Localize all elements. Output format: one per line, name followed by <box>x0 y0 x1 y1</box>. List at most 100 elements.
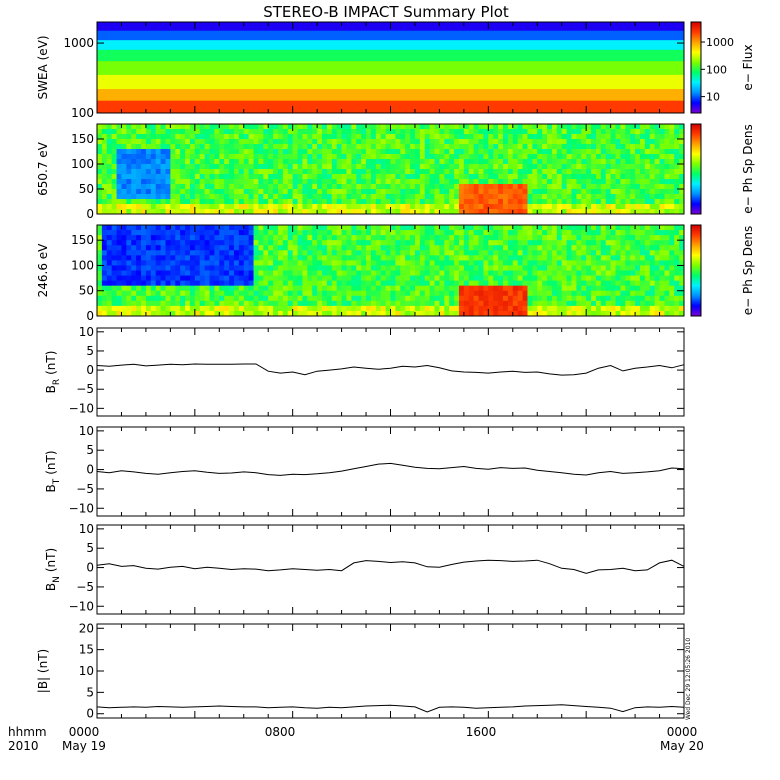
heatmap-cell <box>571 230 577 236</box>
heatmap-cell <box>341 255 347 261</box>
heatmap-cell <box>341 144 347 150</box>
heatmap-cell <box>679 124 685 130</box>
heatmap-cell <box>380 235 387 241</box>
heatmap-cell <box>385 189 391 195</box>
heatmap-cell <box>370 159 377 165</box>
heatmap-cell <box>287 184 294 190</box>
heatmap-cell <box>620 310 626 317</box>
heatmap-cell <box>507 300 514 307</box>
heatmap-cell <box>351 174 357 180</box>
heatmap-cell <box>322 235 328 241</box>
heatmap-cell <box>444 285 450 292</box>
heatmap-cell <box>654 179 660 185</box>
heatmap-cell <box>287 169 294 175</box>
heatmap-cell <box>551 290 558 297</box>
heatmap-cell <box>605 124 612 130</box>
heatmap-cell <box>439 240 445 246</box>
colorbar-label: e− Ph Sp Dens <box>741 226 755 315</box>
heatmap-cell <box>141 265 147 271</box>
heatmap-cell <box>160 159 166 165</box>
heatmap-cell <box>566 149 572 155</box>
heatmap-cell <box>591 159 597 165</box>
heatmap-cell <box>253 149 259 155</box>
heatmap-cell <box>571 285 577 292</box>
heatmap-cell <box>150 235 157 241</box>
heatmap-cell <box>292 169 298 175</box>
heatmap-cell <box>268 275 274 282</box>
heatmap-cell <box>326 129 333 135</box>
heatmap-cell <box>424 184 431 190</box>
heatmap-cell <box>204 144 210 150</box>
heatmap-cell <box>483 240 489 246</box>
heatmap-cell <box>170 230 176 236</box>
heatmap-cell <box>625 204 631 210</box>
heatmap-cell <box>463 184 470 190</box>
heatmap-cell <box>273 204 279 210</box>
heatmap-cell <box>679 285 685 292</box>
heatmap-cell <box>620 295 626 302</box>
heatmap-cell <box>312 164 318 170</box>
heatmap-cell <box>189 189 196 195</box>
heatmap-cell <box>635 179 641 185</box>
heatmap-cell <box>674 129 680 135</box>
heatmap-cell <box>635 184 641 190</box>
heatmap-cell <box>224 129 230 135</box>
y-tick-label: 10 <box>79 325 94 339</box>
heatmap-cell <box>454 270 460 276</box>
heatmap-cell <box>434 295 440 302</box>
heatmap-cell <box>160 174 166 180</box>
heatmap-cell <box>400 164 406 170</box>
heatmap-cell <box>370 305 377 312</box>
heatmap-cell <box>199 240 206 246</box>
heatmap-cell <box>385 230 391 236</box>
heatmap-cell <box>532 225 538 231</box>
heatmap-cell <box>644 154 651 160</box>
heatmap-cell <box>679 300 685 307</box>
heatmap-cell <box>258 290 264 297</box>
heatmap-cell <box>449 184 455 190</box>
heatmap-cell <box>429 129 435 135</box>
heatmap-cell <box>649 245 656 251</box>
heatmap-cell <box>175 280 181 287</box>
heatmap-cell <box>458 300 465 307</box>
heatmap-cell <box>561 230 567 236</box>
heatmap-cell <box>395 255 401 261</box>
heatmap-cell <box>468 139 475 145</box>
heatmap-cell <box>370 209 377 215</box>
heatmap-cell <box>542 235 548 241</box>
heatmap-cell <box>248 295 254 302</box>
heatmap-cell <box>292 204 298 210</box>
heatmap-cell <box>561 270 567 276</box>
heatmap-cell <box>507 305 514 312</box>
heatmap-cell <box>326 189 333 195</box>
heatmap-cell <box>380 179 387 185</box>
heatmap-cell <box>375 250 382 256</box>
heatmap-cell <box>561 280 567 287</box>
heatmap-cell <box>581 164 587 170</box>
heatmap-cell <box>630 305 636 312</box>
heatmap-cell <box>180 295 186 302</box>
heatmap-cell <box>551 235 558 241</box>
y-label-unit: (nT) <box>44 351 58 375</box>
heatmap-cell <box>292 280 298 287</box>
heatmap-cell <box>615 174 621 180</box>
heatmap-cell <box>224 184 230 190</box>
heatmap-cell <box>204 305 210 312</box>
heatmap-cell <box>111 169 117 175</box>
heatmap-cell <box>503 149 509 155</box>
heatmap-cell <box>351 275 357 282</box>
heatmap-cell <box>644 124 651 130</box>
heatmap-cell <box>664 194 670 200</box>
heatmap-cell <box>468 169 475 175</box>
heatmap-cell <box>97 184 103 190</box>
heatmap-cell <box>145 189 152 195</box>
heatmap-cell <box>576 209 582 215</box>
heatmap-cell <box>664 189 670 195</box>
time-date-may-19: May 19 <box>62 739 106 753</box>
heatmap-cell <box>111 285 117 292</box>
heatmap-cell <box>669 235 675 241</box>
heatmap-cell <box>331 285 338 292</box>
heatmap-cell <box>199 225 206 231</box>
heatmap-cell <box>610 260 616 266</box>
heatmap-cell <box>507 194 514 200</box>
